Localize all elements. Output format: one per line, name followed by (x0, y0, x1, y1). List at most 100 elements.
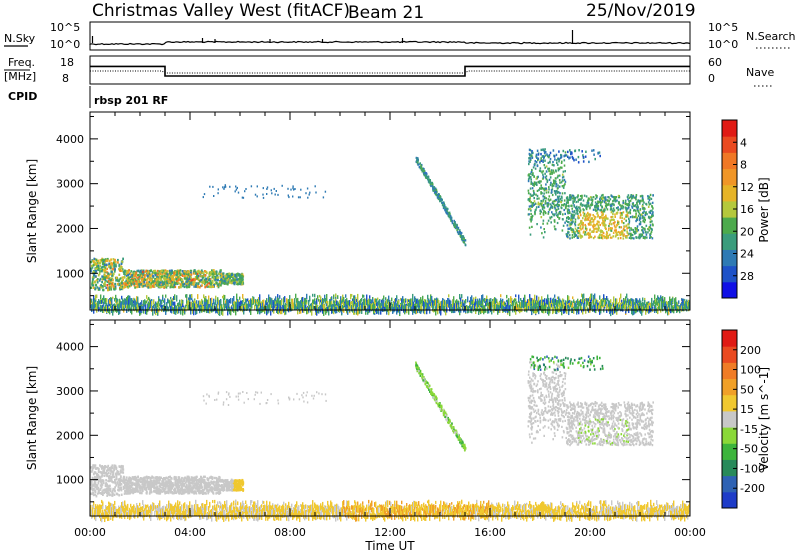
scatter-cell (157, 283, 160, 287)
scatter-cell (224, 295, 226, 300)
scatter-cell (196, 274, 198, 278)
scatter-cell (101, 285, 104, 288)
scatter-cell (104, 276, 106, 279)
scatter-cell (159, 269, 162, 273)
scatter-cell (137, 274, 139, 277)
scatter-cell (236, 274, 238, 277)
scatter-cell (201, 275, 204, 278)
scatter-cell (536, 194, 539, 197)
scatter-cell (171, 272, 174, 275)
freq-tick-top: 18 (60, 56, 74, 69)
scatter-cell (306, 299, 308, 303)
scatter-cell (98, 272, 101, 275)
scatter-cell (196, 277, 199, 280)
scatter-cell (95, 307, 97, 311)
scatter-cell (200, 269, 203, 272)
scatter-cell (114, 303, 116, 306)
scatter-cell (102, 260, 105, 263)
scatter-cell (225, 275, 227, 278)
scatter-cell (113, 270, 116, 273)
scatter-cell (100, 299, 102, 304)
scatter-cell (435, 194, 438, 197)
scatter-cell (236, 272, 239, 275)
scatter-cell (98, 306, 100, 312)
scatter-cell (552, 169, 555, 172)
scatter-cell (143, 279, 146, 282)
scatter-cell (106, 280, 109, 283)
scatter-cell (388, 295, 390, 301)
scatter-cell (153, 282, 156, 286)
scatter-cell (647, 205, 650, 208)
scatter-cell (179, 269, 182, 272)
scatter-cell (120, 266, 123, 269)
scatter-cell (642, 211, 645, 214)
scatter-cell (363, 294, 365, 298)
scatter-cell (222, 274, 225, 277)
scatter-cell (148, 272, 151, 275)
cpid-label: CPID (8, 90, 37, 103)
scatter-cell (210, 281, 213, 284)
scatter-cell (664, 297, 666, 302)
scatter-cell (157, 278, 160, 281)
scatter-cell (237, 274, 240, 277)
scatter-cell (120, 269, 123, 272)
scatter-cell (106, 302, 108, 307)
scatter-cell (608, 200, 610, 203)
scatter-cell (240, 274, 243, 277)
scatter-cell (619, 216, 622, 219)
scatter-cell (406, 305, 408, 313)
scatter-cell (194, 278, 196, 281)
scatter-cell (174, 282, 177, 286)
scatter-cell (561, 179, 564, 182)
scatter-cell (314, 293, 316, 298)
scatter-cell (174, 270, 177, 273)
scatter-cell (617, 223, 620, 226)
scatter-cell (108, 264, 111, 267)
scatter-cell (132, 299, 134, 306)
scatter-cell (433, 191, 436, 194)
nave-label: Nave (746, 66, 774, 79)
scatter-cell (446, 207, 449, 210)
scatter-cell (133, 282, 136, 285)
scatter-cell (232, 282, 235, 285)
scatter-cell (126, 298, 128, 305)
scatter-cell (459, 229, 461, 232)
scatter-cell (620, 293, 622, 299)
scatter-cell (152, 280, 154, 284)
scatter-cell (127, 275, 129, 278)
scatter-cell (211, 276, 214, 279)
scatter-cell (134, 286, 136, 289)
scatter-cell (162, 285, 165, 288)
scatter-cell (463, 237, 465, 240)
scatter-cell (115, 294, 117, 300)
scatter-cell (145, 273, 147, 277)
scatter-cell (592, 230, 595, 233)
scatter-cell (208, 298, 210, 305)
scatter-cell (96, 286, 99, 289)
scatter-cell (134, 273, 137, 276)
scatter-cell (95, 294, 97, 300)
scatter-cell (159, 276, 162, 279)
scatter-cell (109, 308, 111, 315)
scatter-cell (203, 283, 206, 286)
scatter-cell (99, 261, 102, 264)
scatter-cell (172, 285, 175, 289)
scatter-cell (216, 281, 218, 285)
scatter-cell (94, 304, 96, 309)
scatter-cell (91, 304, 93, 309)
scatter-cell (104, 261, 106, 264)
scatter-cell (316, 299, 318, 304)
scatter-cell (90, 264, 93, 268)
scatter-cell (151, 278, 154, 282)
scatter-cell (116, 279, 119, 282)
scatter-cell (574, 221, 577, 224)
scatter-cell (133, 272, 136, 275)
scatter-cell (309, 295, 311, 301)
scatter-cell (430, 181, 432, 184)
station-title: Christmas Valley West (fitACF) (92, 1, 350, 21)
scatter-cell (165, 286, 168, 289)
scatter-cell (127, 295, 129, 301)
scatter-cell (610, 299, 612, 304)
scatter-cell (102, 258, 105, 261)
scatter-cell (651, 297, 653, 303)
